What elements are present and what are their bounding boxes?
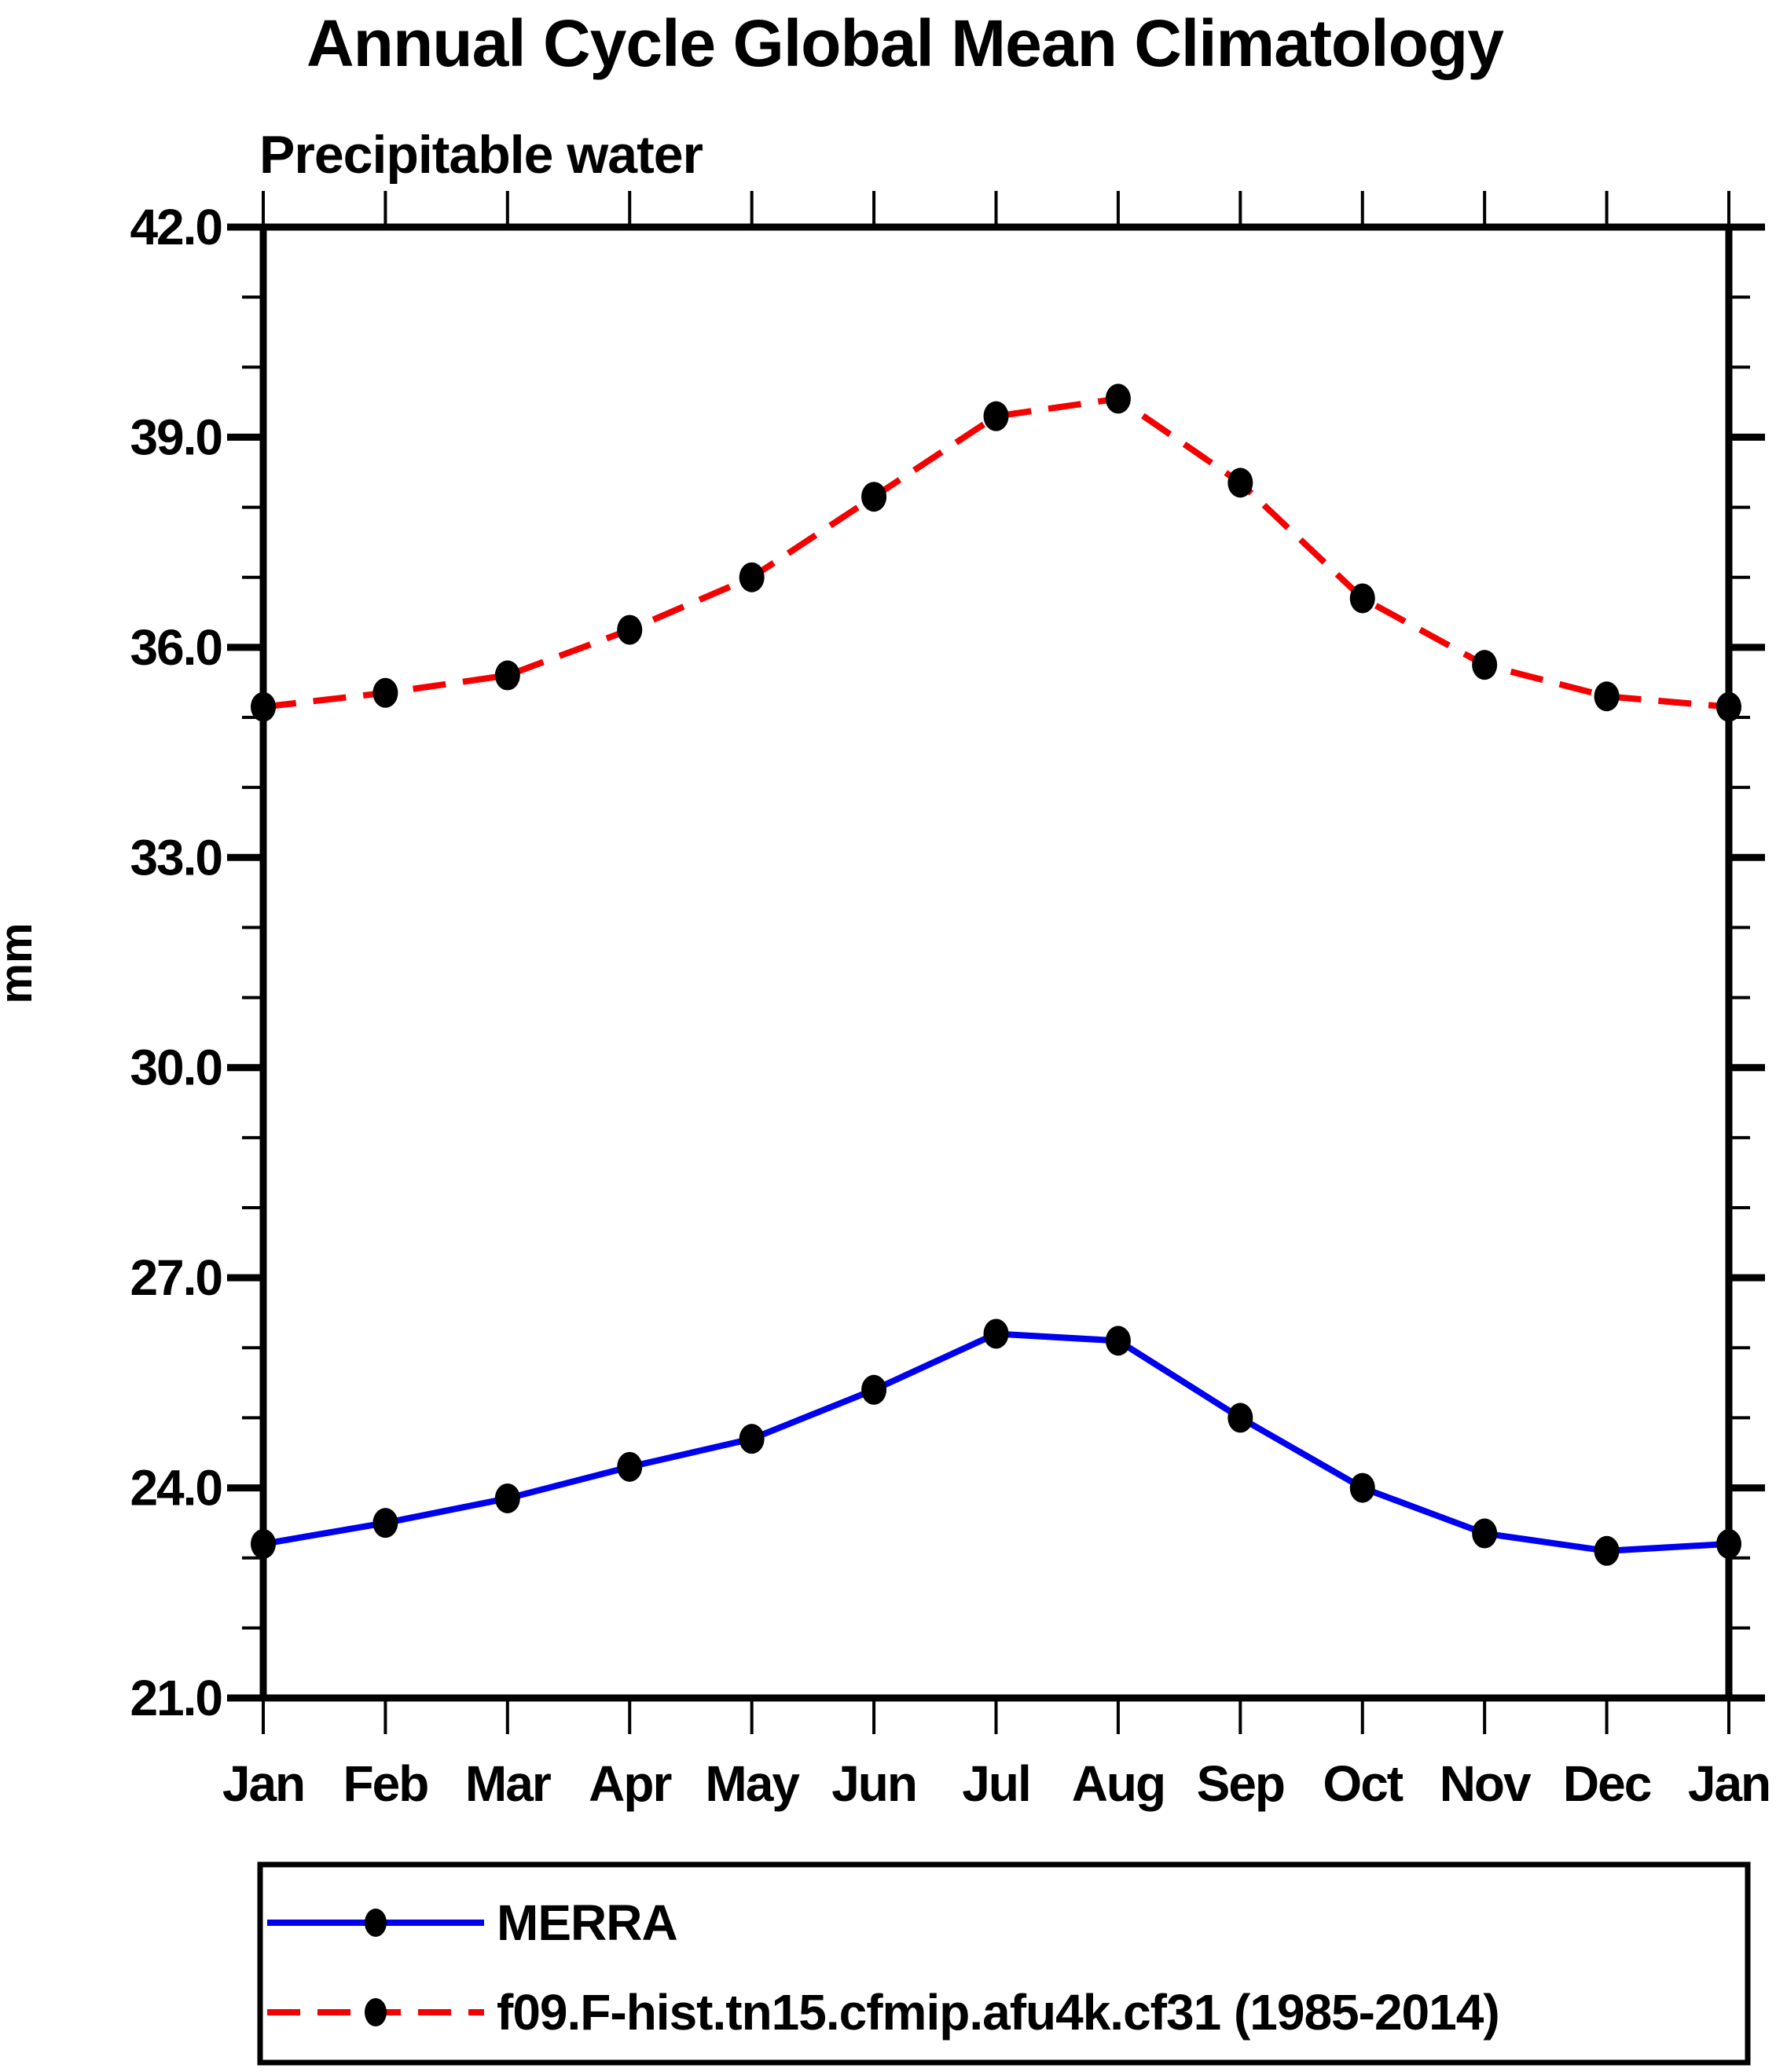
legend-marker — [365, 1909, 387, 1937]
data-point-marker — [983, 401, 1009, 431]
data-point-marker — [617, 1451, 643, 1482]
y-tick-label: 24.0 — [130, 1460, 222, 1516]
data-point-marker — [494, 660, 520, 691]
y-axis-title: mm — [0, 922, 42, 1003]
plot-frame — [227, 191, 1765, 1734]
y-tick-label: 33.0 — [130, 829, 222, 886]
data-point-marker — [1349, 1472, 1375, 1503]
data-point-marker — [983, 1318, 1009, 1349]
x-tick-label: Mar — [465, 1755, 551, 1812]
data-point-marker — [617, 614, 643, 645]
data-point-marker — [1227, 468, 1253, 498]
y-axis-tick-labels: 42.0 39.0 36.0 33.0 30.0 27.0 24.0 21.0 — [130, 199, 223, 1726]
chart-title: Annual Cycle Global Mean Climatology — [306, 6, 1504, 80]
y-tick-label: 27.0 — [130, 1249, 222, 1306]
data-point-marker — [372, 677, 398, 708]
x-tick-label: Jan — [222, 1755, 304, 1812]
data-point-marker — [1594, 1535, 1620, 1566]
data-point-marker — [1472, 1518, 1498, 1549]
data-point-marker — [1227, 1403, 1253, 1433]
data-point-marker — [1716, 1528, 1741, 1559]
legend-border — [257, 1861, 1751, 2066]
x-tick-label: Jul — [962, 1755, 1029, 1812]
legend: MERRA f09.F-hist.tn15.cfmip.afu4k.cf31 (1… — [257, 1861, 1751, 2066]
data-point-marker — [1594, 681, 1620, 712]
series-merra-line — [251, 1318, 1741, 1566]
x-tick-label: Apr — [589, 1755, 671, 1812]
legend-marker — [365, 1998, 387, 2026]
data-point-marker — [861, 1374, 887, 1405]
y-tick-label: 36.0 — [130, 619, 222, 676]
data-point-marker — [861, 482, 887, 512]
data-point-marker — [739, 1424, 765, 1454]
x-tick-label: Jun — [831, 1755, 916, 1812]
x-tick-label: Jan — [1688, 1755, 1770, 1812]
data-point-marker — [1472, 650, 1498, 680]
data-point-marker — [1349, 583, 1375, 614]
data-point-marker — [1105, 383, 1131, 414]
data-point-marker — [1716, 691, 1741, 722]
y-tick-label: 39.0 — [130, 409, 222, 465]
legend-entry-label: f09.F-hist.tn15.cfmip.afu4k.cf31 (1985-2… — [497, 1984, 1499, 2041]
x-tick-label: Sep — [1197, 1755, 1284, 1812]
data-point-marker — [372, 1508, 398, 1538]
series-f09-dashed-line — [251, 383, 1741, 722]
data-point-marker — [1105, 1326, 1131, 1356]
data-point-marker — [251, 1528, 276, 1559]
y-tick-label: 30.0 — [130, 1040, 222, 1096]
legend-entry-label: MERRA — [497, 1894, 677, 1951]
chart-subtitle: Precipitable water — [259, 125, 703, 185]
x-tick-label: Dec — [1563, 1755, 1651, 1812]
x-axis-tick-labels: Jan Feb Mar Apr May Jun Jul Aug Sep Oct Nov Dec Jan — [222, 1755, 1771, 1812]
data-point-marker — [494, 1483, 520, 1513]
x-tick-label: Nov — [1440, 1755, 1532, 1812]
data-point-marker — [251, 691, 276, 722]
x-tick-label: Aug — [1072, 1755, 1165, 1812]
y-tick-label: 21.0 — [130, 1670, 222, 1726]
data-point-marker — [739, 562, 765, 592]
y-tick-label: 42.0 — [130, 199, 222, 255]
solid-data-line — [262, 1330, 1730, 1554]
plot-border — [259, 223, 1733, 1702]
x-tick-label: May — [705, 1755, 800, 1812]
x-tick-label: Oct — [1323, 1755, 1403, 1812]
x-tick-label: Feb — [343, 1755, 428, 1812]
dashed-data-line — [262, 395, 1730, 710]
